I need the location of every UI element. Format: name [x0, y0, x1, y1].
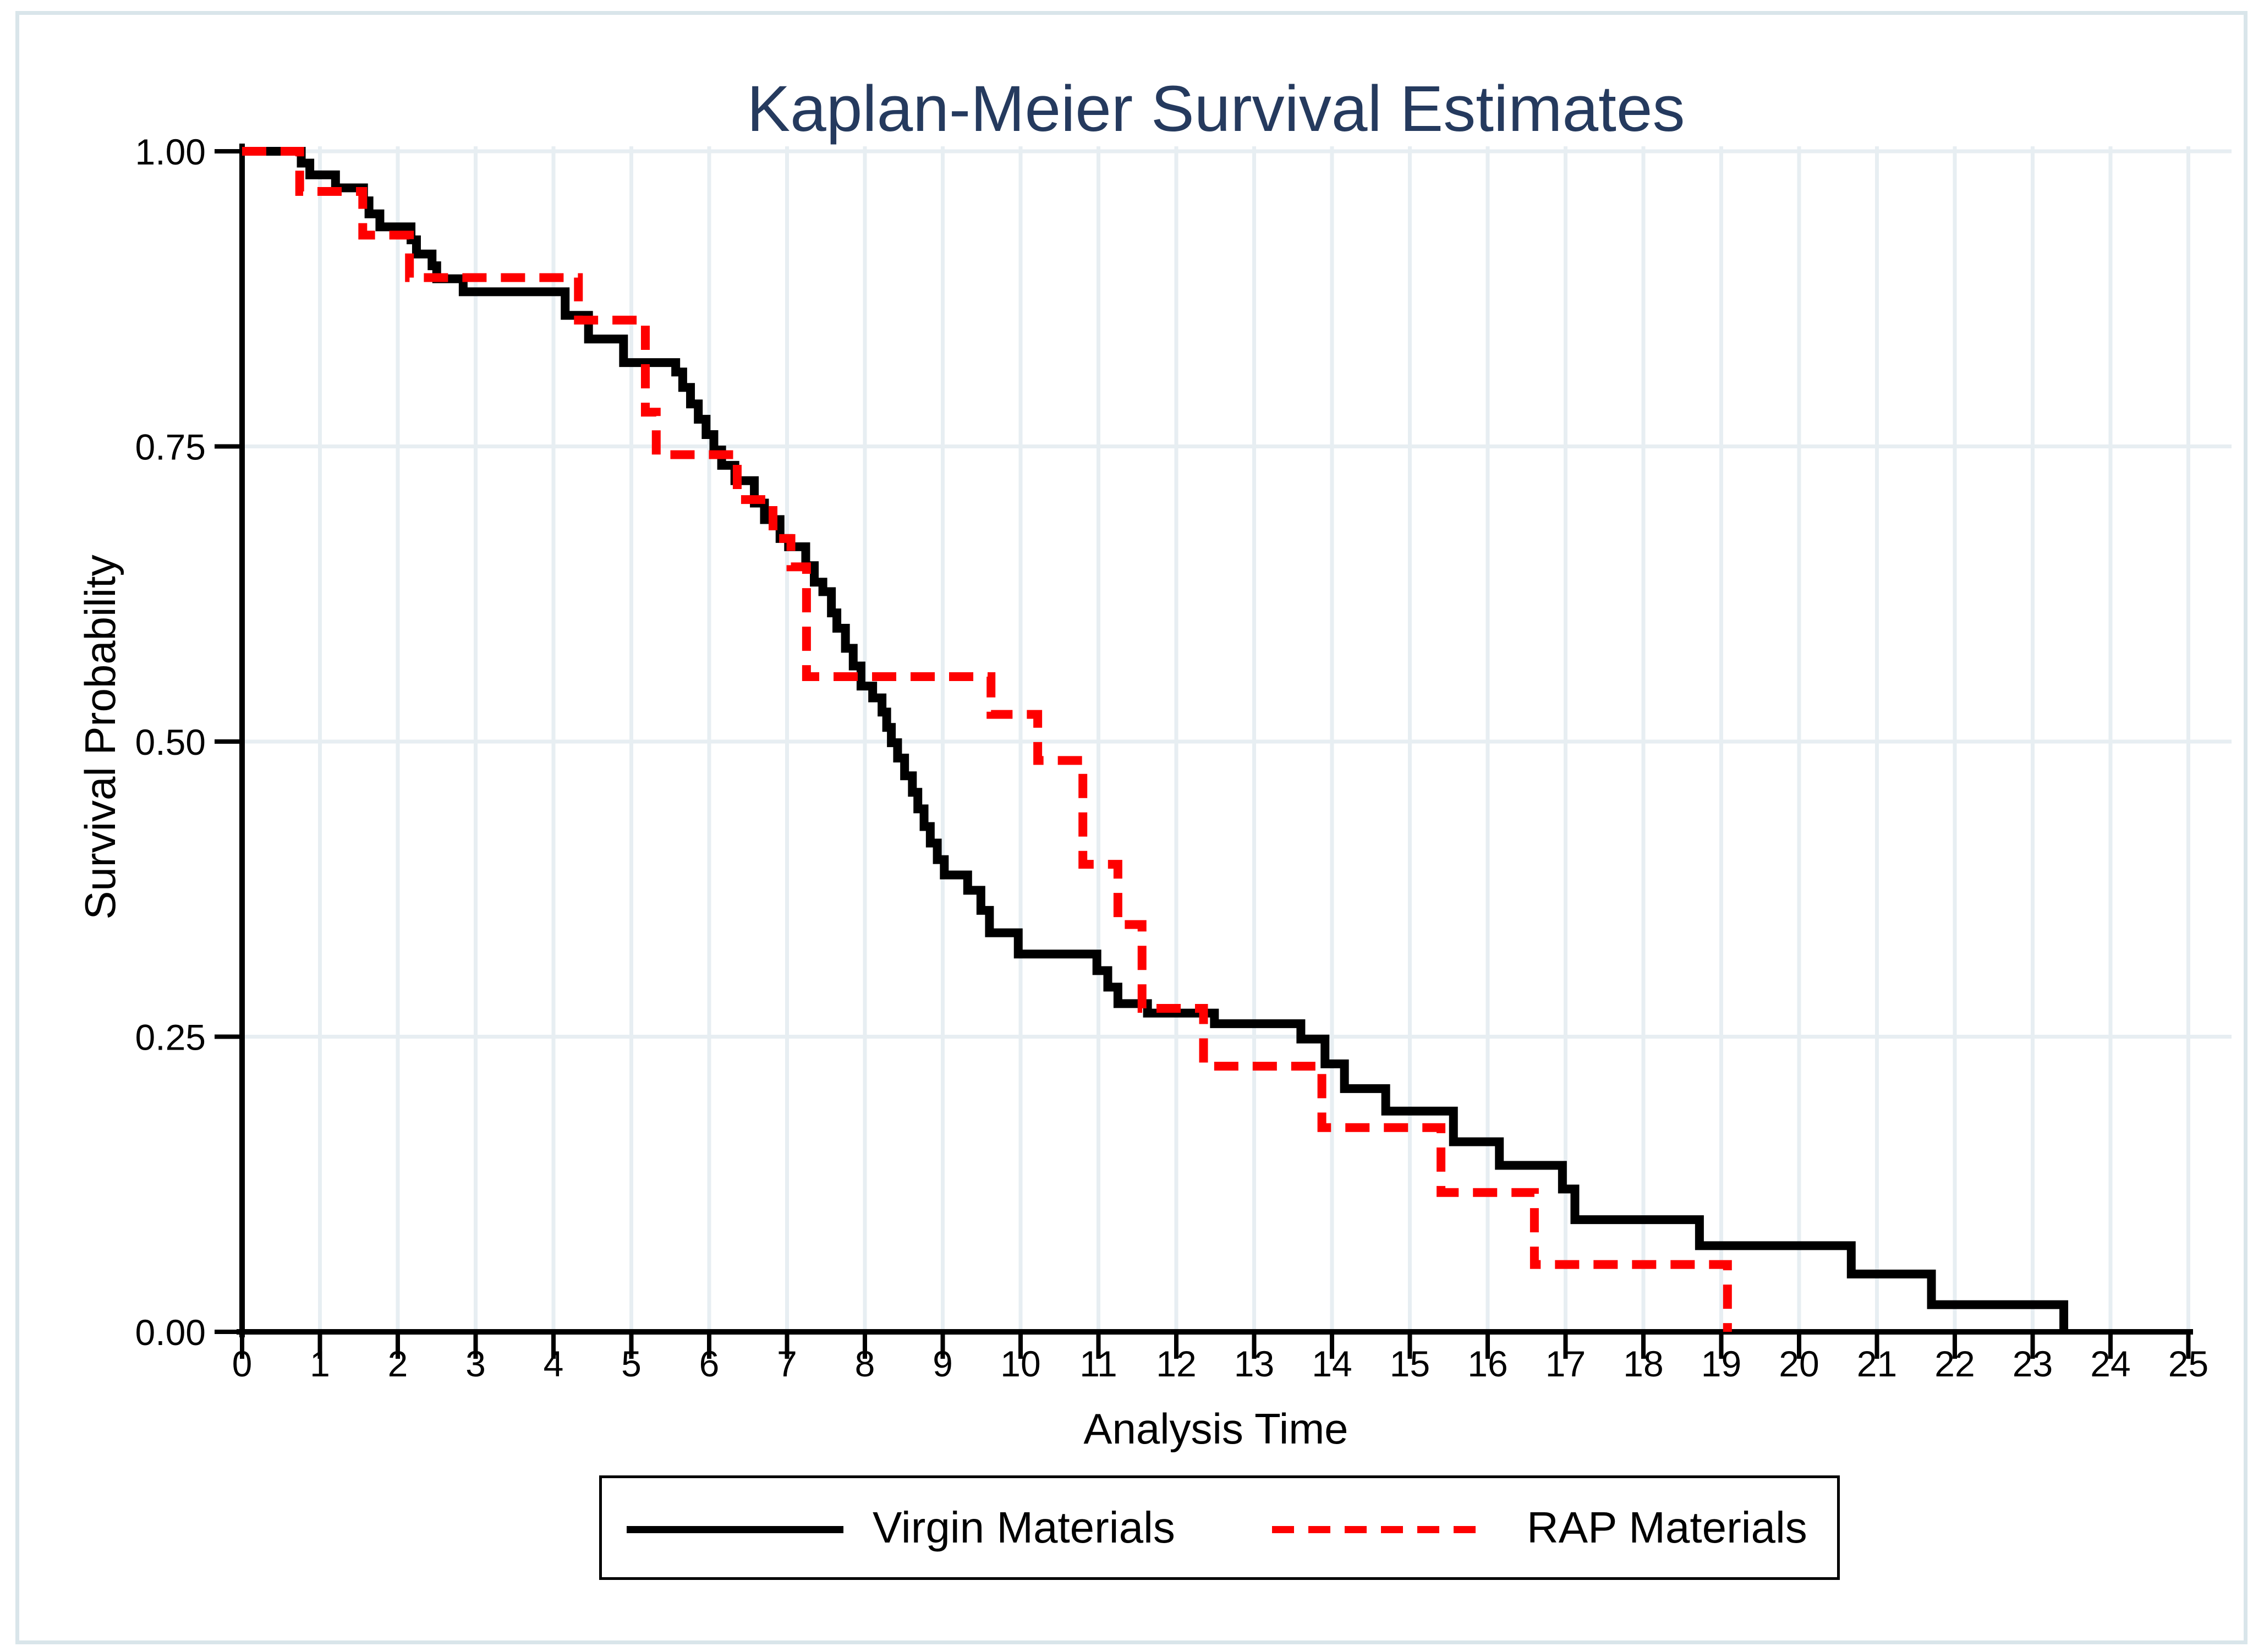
- x-tick-label-19: 19: [1701, 1343, 1741, 1384]
- series-curves: [242, 147, 2069, 1332]
- x-tick-label-25: 25: [2168, 1343, 2208, 1384]
- x-tick-label-10: 10: [1000, 1343, 1040, 1384]
- x-tick-label-7: 7: [777, 1343, 797, 1384]
- x-tick-label-3: 3: [465, 1343, 486, 1384]
- y-axis-title: Survival Probability: [76, 555, 124, 920]
- legend-swatch-virgin-materials: [627, 1526, 843, 1533]
- series-line-rap-materials: [242, 147, 1732, 1332]
- x-tick-label-6: 6: [699, 1343, 720, 1384]
- gridlines: [242, 146, 2232, 1330]
- x-tick-label-5: 5: [621, 1343, 642, 1384]
- legend-label-virgin-materials: Virgin Materials: [873, 1503, 1175, 1552]
- x-tick-label-21: 21: [1857, 1343, 1897, 1384]
- x-tick-label-11: 11: [1079, 1343, 1117, 1384]
- y-tick-label-0.75: 0.75: [135, 427, 206, 468]
- legend: Virgin Materials RAP Materials: [599, 1475, 1840, 1580]
- series-line-virgin-materials: [242, 147, 2069, 1332]
- x-tick-label-0: 0: [232, 1343, 253, 1384]
- x-tick-label-2: 2: [388, 1343, 408, 1384]
- y-tick-label-0.00: 0.00: [135, 1312, 206, 1353]
- x-tick-label-22: 22: [1934, 1343, 1975, 1384]
- y-tick-label-0.25: 0.25: [135, 1017, 206, 1058]
- x-axis-title: Analysis Time: [1083, 1404, 1348, 1453]
- x-tick-label-17: 17: [1545, 1343, 1586, 1384]
- legend-label-rap-materials: RAP Materials: [1527, 1503, 1807, 1552]
- x-tick-label-9: 9: [933, 1343, 953, 1384]
- x-tick-label-12: 12: [1156, 1343, 1196, 1384]
- x-tick-label-16: 16: [1467, 1343, 1507, 1384]
- x-tick-label-23: 23: [2013, 1343, 2053, 1384]
- x-tick-label-8: 8: [855, 1343, 875, 1384]
- legend-swatch-rap-materials: [1272, 1526, 1485, 1533]
- x-tick-label-13: 13: [1234, 1343, 1274, 1384]
- x-tick-label-4: 4: [544, 1343, 564, 1384]
- x-tick-label-15: 15: [1390, 1343, 1430, 1384]
- x-tick-label-1: 1: [310, 1343, 330, 1384]
- x-tick-label-24: 24: [2090, 1343, 2130, 1384]
- x-tick-label-14: 14: [1312, 1343, 1352, 1384]
- y-tick-label-1.00: 1.00: [135, 131, 206, 172]
- x-tick-label-18: 18: [1623, 1343, 1663, 1384]
- x-tick-label-20: 20: [1779, 1343, 1819, 1384]
- tick-marks: [215, 149, 2191, 1359]
- y-tick-label-0.50: 0.50: [135, 722, 206, 762]
- chart-title: Kaplan-Meier Survival Estimates: [747, 73, 1685, 145]
- tick-labels: 0 1 2 3 4 5 6 7 8 9 10 11 12 13 14 15 16 17 18 19 20 21 22 23 24…: [135, 131, 2209, 1384]
